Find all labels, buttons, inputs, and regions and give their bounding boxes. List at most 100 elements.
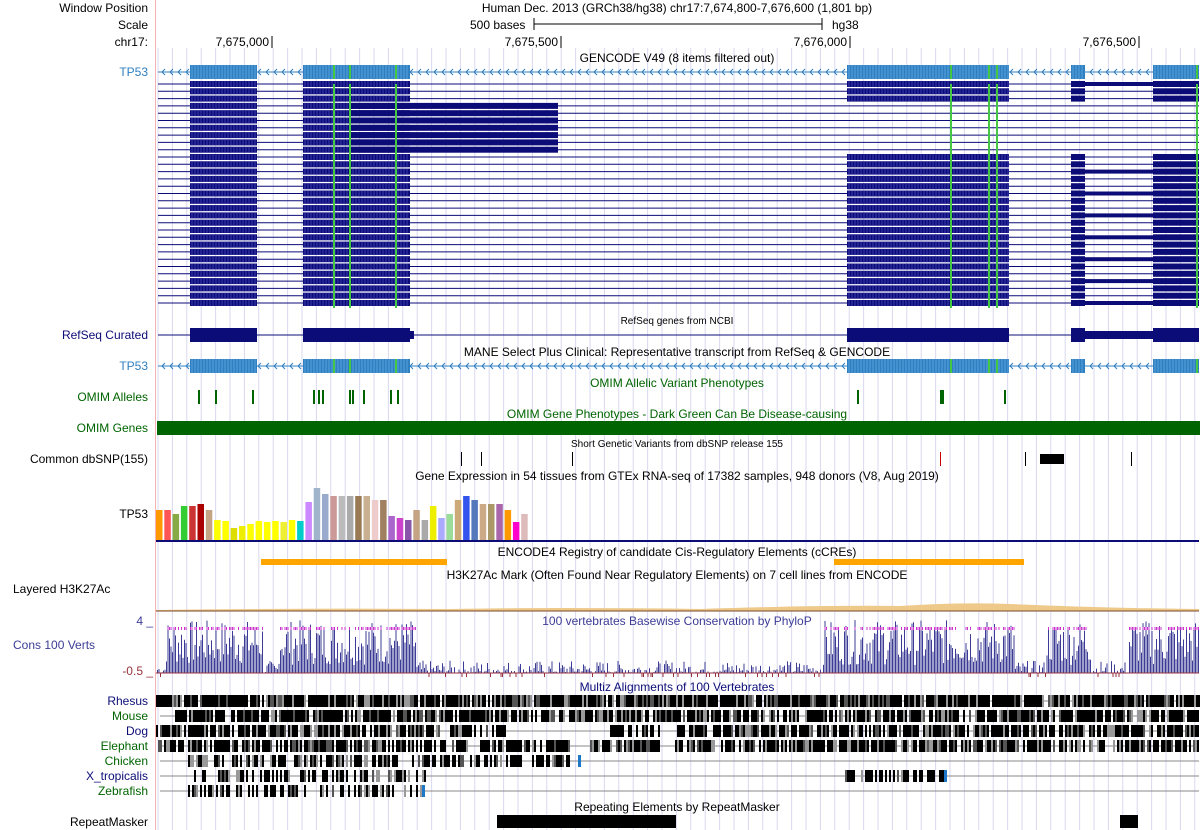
alignment-block — [246, 695, 248, 707]
phylop-bar — [221, 623, 223, 673]
exon-block — [847, 248, 1009, 255]
phylop-clip — [1063, 627, 1064, 630]
phylop-bar — [1154, 649, 1156, 673]
phylop-clip — [1198, 627, 1199, 630]
phylop-bar — [1063, 632, 1064, 673]
phylop-bar — [917, 650, 919, 673]
phylop-bar — [794, 671, 796, 673]
phylop-bar — [215, 630, 217, 673]
phylop-bar — [541, 664, 542, 673]
phylop-bar — [1133, 630, 1135, 673]
exon-block — [1071, 241, 1085, 248]
alignment-block — [338, 695, 340, 707]
phylop-clip — [413, 627, 415, 630]
phylop-bar — [862, 637, 863, 673]
codon-mark — [950, 84, 952, 308]
phylop-clip — [358, 627, 359, 630]
phylop-bar — [1193, 629, 1195, 673]
phylop-bar — [365, 630, 367, 673]
phylop-bar — [976, 660, 977, 673]
phylop-bar — [581, 671, 583, 673]
exon-block — [847, 285, 1009, 292]
phylop-bar — [1174, 633, 1175, 673]
alignment-block — [226, 695, 228, 707]
phylop-bar — [317, 633, 319, 673]
codon-mark — [996, 84, 998, 308]
exon-block — [1071, 263, 1085, 270]
phylop-bar — [385, 656, 386, 673]
exon-block — [847, 88, 1009, 95]
alignment-block — [334, 695, 336, 707]
phylop-bar — [497, 669, 499, 673]
alignment-block — [188, 695, 190, 707]
phylop-clip — [224, 627, 226, 630]
strand-arrow — [1033, 68, 1038, 76]
phylop-bar — [608, 671, 610, 673]
codon-mark — [349, 359, 351, 373]
phylop-bar — [628, 670, 629, 673]
alignment-block — [174, 695, 176, 707]
strand-arrow — [473, 362, 478, 370]
phylop-bar — [395, 624, 397, 673]
phylop-bar — [286, 634, 287, 673]
phylop-bar — [559, 662, 560, 673]
strand-arrow — [817, 68, 822, 76]
phylop-bar — [191, 621, 193, 673]
phylop-clip — [1144, 627, 1145, 630]
phylop-bar — [1129, 642, 1130, 673]
strand-arrow — [617, 68, 622, 76]
phylop-bar — [1172, 631, 1174, 673]
phylop-bar — [277, 669, 278, 673]
utr-block — [350, 146, 558, 153]
phylop-clip — [370, 627, 371, 630]
phylop-bar — [730, 671, 731, 673]
phylop-clip — [826, 627, 827, 630]
phylop-bar — [1007, 629, 1009, 673]
strand-arrow — [441, 362, 446, 370]
exon-block — [190, 168, 257, 175]
phylop-bar — [1061, 660, 1063, 673]
phylop-bar — [1181, 646, 1183, 673]
phylop-neg — [641, 673, 643, 677]
strand-arrow — [297, 68, 302, 76]
phylop-bar — [788, 665, 790, 673]
exon-block — [1071, 197, 1085, 204]
codon-mark — [988, 359, 990, 373]
strand-arrow — [657, 362, 662, 370]
phylop-clip — [986, 627, 988, 630]
strand-arrow — [1089, 362, 1094, 370]
exon-block — [1153, 219, 1199, 226]
phylop-bar — [550, 668, 551, 673]
phylop-bar — [1015, 668, 1016, 673]
phylop-bar — [1132, 628, 1133, 673]
strand-arrow — [801, 68, 806, 76]
phylop-bar — [1069, 634, 1070, 673]
phylop-bar — [473, 666, 475, 673]
strand-arrow — [545, 362, 550, 370]
phylop-bar — [1025, 666, 1027, 673]
phylop-clip — [967, 627, 968, 630]
phylop-bar — [671, 662, 673, 673]
exon-block — [847, 241, 1009, 248]
exon-block — [1153, 263, 1199, 270]
snp-mark — [1025, 452, 1026, 466]
exon-block — [847, 219, 1009, 226]
phylop-bar — [178, 642, 179, 673]
strand-arrow — [713, 68, 718, 76]
phylop-bar — [1169, 633, 1171, 673]
phylop-neg — [1045, 673, 1046, 677]
gtex-bar — [263, 522, 271, 540]
phylop-clip — [1073, 627, 1075, 630]
phylop-bar — [961, 658, 962, 673]
phylop-bar — [433, 667, 434, 673]
alignment-block — [158, 695, 160, 707]
exon-block — [847, 81, 1009, 87]
gtex-bar — [288, 520, 296, 540]
phylop-clip — [941, 627, 943, 630]
phylop-bar — [539, 661, 541, 673]
phylop-clip — [824, 627, 826, 630]
phylop-bar — [625, 670, 626, 673]
phylop-clip — [1004, 627, 1006, 630]
phylop-bar — [925, 649, 926, 673]
